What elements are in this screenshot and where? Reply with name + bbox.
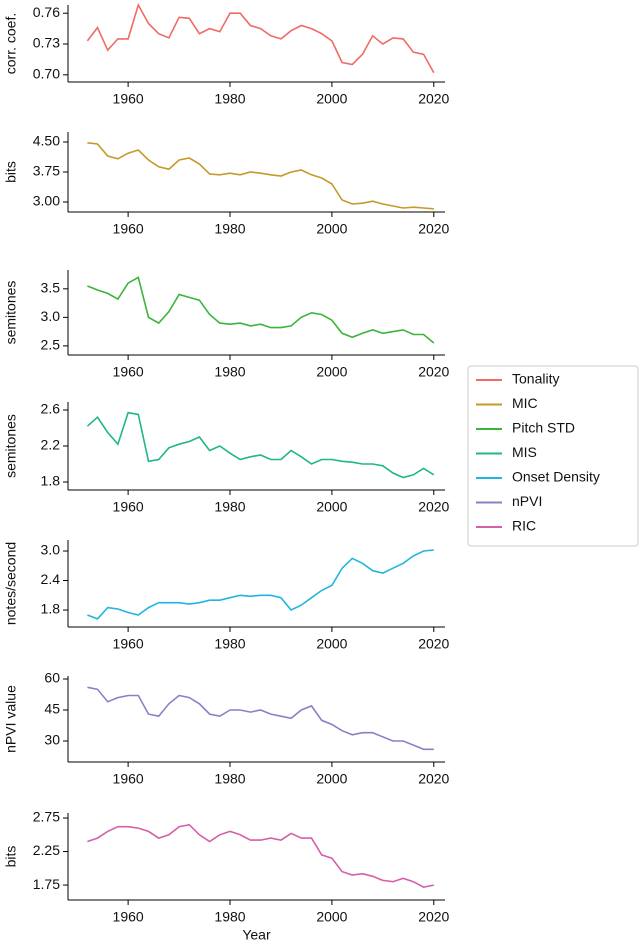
subplot: 30 45 60 1960 1980 2000 2020 nPVI value — [3, 670, 450, 787]
x-tick-label: 1980 — [214, 364, 245, 380]
x-tick-label: 1980 — [214, 636, 245, 652]
legend-label: MIC — [512, 395, 538, 411]
x-tick-label: 2020 — [418, 771, 449, 787]
x-tick-label: 2020 — [418, 636, 449, 652]
legend-frame — [467, 365, 639, 547]
y-tick-label: 3.0 — [41, 542, 61, 558]
legend: Tonality MIC Pitch STD MIS Onset Density nPVI… — [467, 365, 639, 547]
y-tick-label: 0.73 — [33, 35, 60, 51]
y-tick-label: 2.6 — [41, 401, 61, 417]
y-tick-label: 3.00 — [33, 193, 60, 209]
data-line — [87, 549, 434, 620]
y-tick-label: 2.5 — [41, 337, 61, 353]
y-tick-label: 45 — [44, 701, 60, 717]
y-tick-label: 2.25 — [33, 842, 60, 858]
y-axis-label: semitones — [3, 281, 19, 345]
legend-label: nPVI — [512, 493, 542, 509]
x-tick-label: 2000 — [316, 364, 347, 380]
y-tick-label: 2.2 — [41, 437, 61, 453]
x-tick-label: 2000 — [316, 499, 347, 515]
data-line — [86, 2, 435, 74]
subplot: 0.70 0.73 0.76 1960 1980 2000 2020 corr. coef. — [3, 2, 450, 107]
x-tick-label: 1960 — [113, 91, 144, 107]
data-line — [86, 411, 435, 479]
y-axis-label: nPVI value — [3, 685, 19, 753]
subplot: 1.8 2.4 3.0 1960 1980 2000 2020 notes/second — [3, 540, 450, 652]
legend-label: Onset Density — [512, 469, 600, 485]
subplot: 1.8 2.2 2.6 1960 1980 2000 2020 semitones — [3, 401, 450, 515]
x-tick-label: 1960 — [113, 499, 144, 515]
x-tick-label: 2000 — [316, 91, 347, 107]
x-tick-label: 1980 — [214, 771, 245, 787]
y-tick-label: 1.8 — [41, 601, 61, 617]
y-tick-label: 4.50 — [33, 133, 60, 149]
y-tick-label: 2.75 — [33, 809, 60, 825]
data-line — [87, 823, 434, 888]
x-tick-label: 2020 — [418, 909, 449, 925]
y-tick-label: 1.8 — [41, 473, 61, 489]
y-tick-label: 0.70 — [33, 66, 60, 82]
x-tick-label: 2000 — [316, 909, 347, 925]
y-tick-label: 2.4 — [41, 571, 61, 587]
x-tick-label: 2000 — [316, 636, 347, 652]
y-tick-label: 0.76 — [33, 4, 60, 20]
x-tick-label: 1960 — [113, 771, 144, 787]
subplot: 1.75 2.25 2.75 1960 1980 2000 2020 bits Year — [3, 809, 450, 943]
y-tick-label: 3.5 — [41, 280, 61, 296]
y-tick-label: 3.0 — [41, 308, 61, 324]
y-tick-label: 3.75 — [33, 163, 60, 179]
x-tick-label: 1980 — [214, 909, 245, 925]
x-tick-label: 1980 — [214, 221, 245, 237]
x-tick-label: 1960 — [113, 221, 144, 237]
legend-label: Pitch STD — [512, 420, 575, 436]
data-line — [87, 276, 435, 344]
x-tick-label: 2020 — [418, 221, 449, 237]
x-tick-label: 2020 — [418, 91, 449, 107]
x-tick-label: 1960 — [113, 636, 144, 652]
y-axis-label: bits — [3, 161, 19, 183]
x-tick-label: 2020 — [418, 499, 449, 515]
x-tick-label: 1980 — [214, 499, 245, 515]
subplot: 2.5 3.0 3.5 1960 1980 2000 2020 semitones — [3, 270, 450, 380]
legend-label: Tonality — [512, 371, 559, 387]
x-tick-label: 2020 — [418, 364, 449, 380]
x-tick-label: 1960 — [113, 909, 144, 925]
y-axis-label: notes/second — [3, 542, 19, 625]
x-tick-label: 1960 — [113, 364, 144, 380]
y-tick-label: 1.75 — [33, 876, 60, 892]
y-tick-label: 30 — [44, 732, 60, 748]
legend-label: MIS — [512, 444, 537, 460]
y-tick-label: 60 — [44, 670, 60, 686]
y-axis-label: corr. coef. — [3, 13, 19, 74]
y-axis-label: semitones — [3, 414, 19, 478]
subplot: 3.00 3.75 4.50 1960 1980 2000 2020 bits — [3, 132, 450, 237]
x-tick-label: 2000 — [316, 221, 347, 237]
data-line — [87, 142, 434, 210]
x-tick-label: 1980 — [214, 91, 245, 107]
legend-label: RIC — [512, 518, 536, 534]
data-line — [87, 686, 434, 751]
x-tick-label: 2000 — [316, 771, 347, 787]
x-axis-label: Year — [242, 927, 271, 943]
y-axis-label: bits — [3, 846, 19, 868]
